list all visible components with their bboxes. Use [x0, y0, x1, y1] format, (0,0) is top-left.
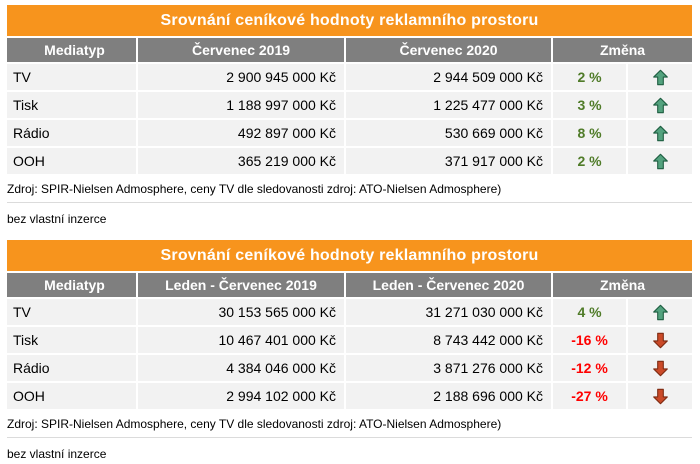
source-note: Zdroj: SPIR-Nielsen Admosphere, ceny TV …: [7, 417, 692, 438]
value-2019: 2 994 102 000 Kč: [138, 383, 344, 409]
change-percent: 3 %: [553, 92, 626, 118]
table-row-radio: Rádio 4 384 046 000 Kč 3 871 276 000 Kč …: [7, 355, 692, 381]
value-2020: 530 669 000 Kč: [346, 120, 551, 146]
change-percent: -16 %: [553, 327, 626, 353]
value-2020: 8 743 442 000 Kč: [346, 327, 551, 353]
value-2019: 1 188 997 000 Kč: [138, 92, 344, 118]
change-percent: 2 %: [553, 64, 626, 90]
value-2019: 492 897 000 Kč: [138, 120, 344, 146]
value-2019: 10 467 401 000 Kč: [138, 327, 344, 353]
value-2020: 31 271 030 000 Kč: [346, 299, 551, 325]
value-2020: 2 944 509 000 Kč: [346, 64, 551, 90]
trend-arrow-icon: [628, 355, 692, 381]
table-title: Srovnání ceníkové hodnoty reklamního pro…: [7, 240, 692, 271]
header-mediatype: Mediatyp: [7, 273, 136, 297]
mediatype-label: OOH: [7, 148, 136, 174]
trend-arrow-icon: [628, 64, 692, 90]
trend-arrow-icon: [628, 120, 692, 146]
comparison-table-july: Srovnání ceníkové hodnoty reklamního pro…: [7, 5, 692, 226]
trend-arrow-icon: [628, 92, 692, 118]
table-row-tisk: Tisk 1 188 997 000 Kč 1 225 477 000 Kč 3…: [7, 92, 692, 118]
trend-arrow-icon: [628, 327, 692, 353]
table-row-ooh: OOH 365 219 000 Kč 371 917 000 Kč 2 %: [7, 148, 692, 174]
comparison-table-jan-july: Srovnání ceníkové hodnoty reklamního pro…: [7, 240, 692, 461]
mediatype-label: Tisk: [7, 92, 136, 118]
value-2020: 371 917 000 Kč: [346, 148, 551, 174]
trend-arrow-icon: [628, 148, 692, 174]
footnote: bez vlastní inzerce: [7, 212, 107, 226]
value-2019: 365 219 000 Kč: [138, 148, 344, 174]
header-period-2019: Leden - Červenec 2019: [138, 273, 344, 297]
value-2020: 3 871 276 000 Kč: [346, 355, 551, 381]
header-change: Změna: [553, 273, 692, 297]
header-change: Změna: [553, 38, 692, 62]
change-percent: 2 %: [553, 148, 626, 174]
table-row-tv: TV 30 153 565 000 Kč 31 271 030 000 Kč 4…: [7, 299, 692, 325]
change-percent: 8 %: [553, 120, 626, 146]
change-percent: -12 %: [553, 355, 626, 381]
table-header-row: Mediatyp Leden - Červenec 2019 Leden - Č…: [7, 273, 692, 297]
header-period-2020: Leden - Červenec 2020: [346, 273, 551, 297]
value-2020: 2 188 696 000 Kč: [346, 383, 551, 409]
trend-arrow-icon: [628, 383, 692, 409]
table-title: Srovnání ceníkové hodnoty reklamního pro…: [7, 5, 692, 36]
value-2019: 2 900 945 000 Kč: [138, 64, 344, 90]
change-percent: -27 %: [553, 383, 626, 409]
table-header-row: Mediatyp Červenec 2019 Červenec 2020 Změ…: [7, 38, 692, 62]
table-row-tv: TV 2 900 945 000 Kč 2 944 509 000 Kč 2 %: [7, 64, 692, 90]
source-note: Zdroj: SPIR-Nielsen Admosphere, ceny TV …: [7, 182, 692, 203]
trend-arrow-icon: [628, 299, 692, 325]
table-row-tisk: Tisk 10 467 401 000 Kč 8 743 442 000 Kč …: [7, 327, 692, 353]
mediatype-label: Rádio: [7, 355, 136, 381]
table-row-ooh: OOH 2 994 102 000 Kč 2 188 696 000 Kč -2…: [7, 383, 692, 409]
mediatype-label: Rádio: [7, 120, 136, 146]
mediatype-label: TV: [7, 64, 136, 90]
header-period-2020: Červenec 2020: [346, 38, 551, 62]
header-period-2019: Červenec 2019: [138, 38, 344, 62]
mediatype-label: Tisk: [7, 327, 136, 353]
value-2019: 30 153 565 000 Kč: [138, 299, 344, 325]
header-mediatype: Mediatyp: [7, 38, 136, 62]
change-percent: 4 %: [553, 299, 626, 325]
mediatype-label: TV: [7, 299, 136, 325]
value-2019: 4 384 046 000 Kč: [138, 355, 344, 381]
footnote: bez vlastní inzerce: [7, 447, 107, 461]
table-row-radio: Rádio 492 897 000 Kč 530 669 000 Kč 8 %: [7, 120, 692, 146]
value-2020: 1 225 477 000 Kč: [346, 92, 551, 118]
mediatype-label: OOH: [7, 383, 136, 409]
